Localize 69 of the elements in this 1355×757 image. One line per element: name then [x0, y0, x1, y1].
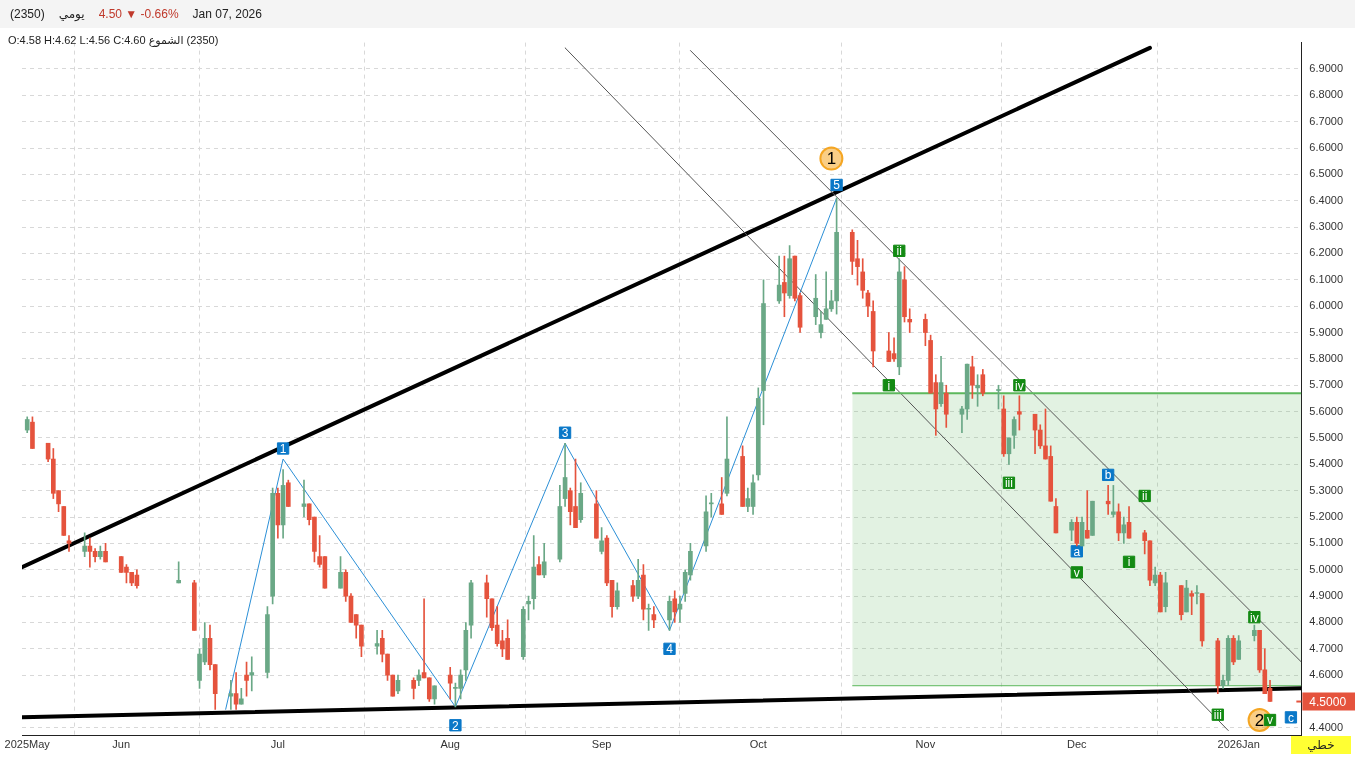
y-tick-label: 6.3000	[1309, 220, 1344, 233]
text: خطي	[1291, 736, 1351, 754]
annotation: 1	[279, 441, 287, 456]
y-tick-label: 5.7000	[1309, 378, 1344, 391]
y-tick-label: 4.8000	[1309, 615, 1344, 628]
y-tick-label: 5.2000	[1309, 510, 1344, 523]
annotation: iv	[1015, 378, 1024, 393]
annotation: 3	[561, 426, 569, 440]
annotation: ii	[896, 244, 902, 259]
y-tick-label: 6.1000	[1309, 272, 1344, 285]
y-tick-label: 5.0000	[1309, 562, 1344, 575]
y-tick-label: 4.9000	[1309, 589, 1344, 602]
candlestick	[907, 308, 913, 333]
x-tick-label: Jul	[270, 738, 285, 751]
annotation: iii	[1004, 476, 1013, 491]
chart-subtitle: يومي	[58, 7, 85, 21]
y-tick-label: 5.3000	[1309, 483, 1344, 496]
candlestick	[1084, 490, 1090, 539]
y-tick-label: 4.6000	[1309, 668, 1344, 681]
annotation: i	[887, 378, 891, 393]
annotation: 1	[826, 149, 837, 169]
candlestick	[1194, 585, 1200, 605]
y-tick-label: 6.0000	[1309, 299, 1344, 312]
annotation: iv	[1250, 610, 1259, 625]
x-tick-label: Dec	[1067, 738, 1088, 751]
annotation: ii	[1142, 489, 1148, 504]
candlestick	[1189, 590, 1195, 615]
y-tick-label: 4.7000	[1309, 641, 1344, 654]
annotation: i	[1127, 555, 1131, 570]
x-tick-label: Oct	[749, 738, 767, 751]
text: Jan 07, 2026	[192, 7, 262, 21]
y-tick-label: 5.1000	[1309, 536, 1344, 549]
candlestick	[228, 680, 234, 710]
y-tick-label: 4.4000	[1309, 720, 1344, 733]
y-tick-label: 5.5000	[1309, 430, 1344, 443]
text: 4.50 ▼ -0.66%	[98, 7, 179, 21]
y-tick-label: 5.9000	[1309, 325, 1344, 338]
candlestick	[374, 630, 380, 655]
candlestick	[249, 656, 255, 692]
y-tick-label: 5.8000	[1309, 351, 1344, 364]
x-tick-label: Nov	[915, 738, 936, 751]
annotation: v	[1073, 565, 1080, 580]
annotation: 5	[833, 178, 841, 193]
x-tick-label: Aug	[440, 738, 460, 751]
chart-title: (2350)	[10, 7, 45, 21]
annotation: v	[1267, 713, 1274, 728]
annotation: (2350) الشموع O:4.58 H:4.62 L:4.56 C:4.60	[8, 34, 219, 47]
annotation: a	[1073, 544, 1081, 559]
annotation: 2	[452, 718, 460, 733]
candlestick	[66, 535, 72, 552]
y-tick-label: 6.6000	[1309, 141, 1344, 154]
y-tick-label: 6.9000	[1309, 61, 1344, 74]
x-tick-label: Jun	[112, 738, 131, 751]
annotation: c	[1287, 710, 1294, 725]
y-tick-label: 6.5000	[1309, 167, 1344, 180]
x-tick-label: 2026Jan	[1217, 738, 1260, 751]
ref-line-label: 4.5000	[1309, 694, 1347, 709]
annotation: 4	[666, 642, 674, 657]
y-tick-label: 5.6000	[1309, 404, 1344, 417]
x-tick-label: 2025May	[4, 738, 51, 751]
annotation: iii	[1213, 708, 1222, 723]
y-tick-label: 6.7000	[1309, 114, 1344, 127]
annotation: 2	[1254, 710, 1265, 730]
y-tick-label: 6.2000	[1309, 246, 1344, 259]
y-tick-label: 5.4000	[1309, 457, 1344, 470]
x-tick-label: Sep	[591, 738, 612, 751]
annotation: b	[1104, 468, 1112, 483]
y-tick-label: 6.4000	[1309, 193, 1344, 206]
y-tick-label: 6.8000	[1309, 88, 1344, 101]
